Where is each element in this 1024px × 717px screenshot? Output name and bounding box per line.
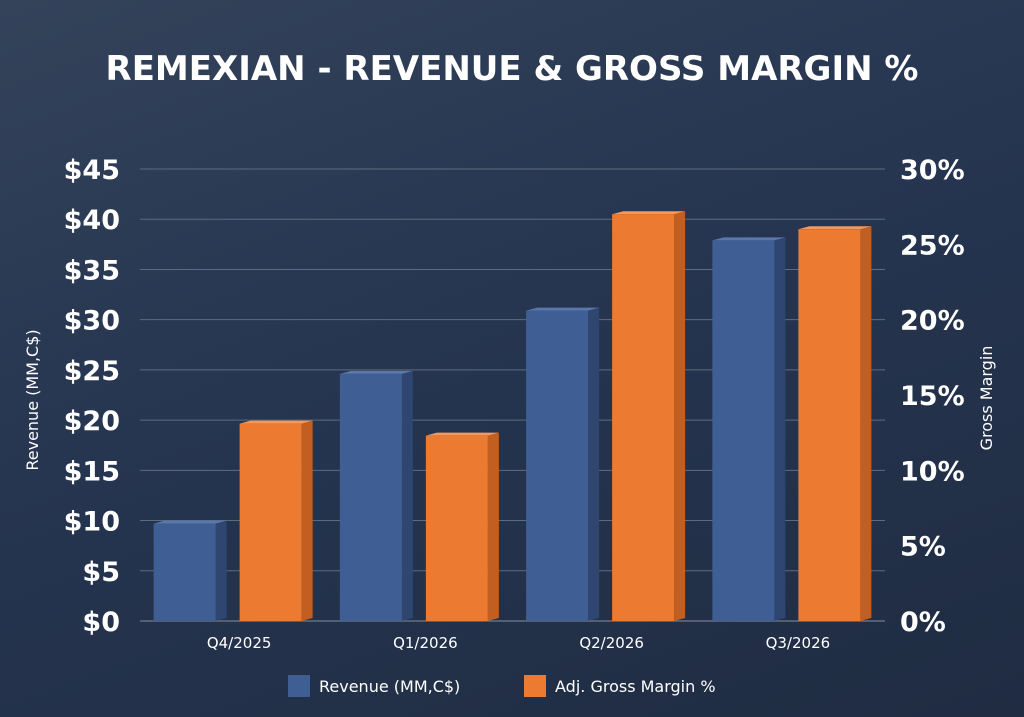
legend: Revenue (MM,C$) Adj. Gross Margin % bbox=[288, 675, 716, 697]
bar-front bbox=[239, 423, 302, 621]
left-tick-label: $5 bbox=[82, 557, 120, 588]
left-tick-label: $30 bbox=[64, 306, 120, 337]
legend-item-revenue[interactable]: Revenue (MM,C$) bbox=[288, 675, 460, 697]
legend-swatch-revenue bbox=[288, 675, 310, 697]
legend-swatch-gross-margin bbox=[524, 675, 546, 697]
bar-front bbox=[712, 240, 775, 621]
bar-front bbox=[425, 435, 488, 621]
bar-side bbox=[301, 420, 313, 621]
bar-revenue[interactable] bbox=[339, 370, 413, 621]
left-tick-label: $25 bbox=[64, 356, 120, 387]
bar-top bbox=[612, 211, 686, 215]
left-tick-label: $35 bbox=[64, 255, 120, 286]
bar-gross-margin[interactable] bbox=[798, 226, 872, 621]
bar-side bbox=[588, 307, 600, 621]
x-tick-label: Q3/2026 bbox=[766, 634, 831, 652]
right-tick-label: 15% bbox=[900, 381, 965, 412]
bar-top bbox=[712, 237, 786, 241]
left-tick-label: $10 bbox=[64, 507, 120, 538]
bar-front bbox=[612, 214, 675, 621]
bar-front bbox=[339, 373, 402, 621]
x-tick-label: Q1/2026 bbox=[393, 634, 458, 652]
x-tick-label: Q4/2025 bbox=[207, 634, 272, 652]
left-axis-ticks: $0 $5 $10 $15 $20 $25 $30 $35 $40 $45 bbox=[64, 155, 120, 638]
legend-label-revenue: Revenue (MM,C$) bbox=[319, 677, 460, 696]
x-axis-ticks: Q4/2025 Q1/2026 Q2/2026 Q3/2026 bbox=[207, 634, 830, 652]
left-tick-label: $0 bbox=[82, 607, 120, 638]
bar-front bbox=[153, 523, 216, 621]
chart-title: REMEXIAN - REVENUE & GROSS MARGIN % bbox=[106, 49, 919, 89]
right-tick-label: 5% bbox=[900, 532, 946, 563]
bar-side bbox=[215, 520, 227, 621]
right-tick-label: 0% bbox=[900, 607, 946, 638]
bar-side bbox=[487, 432, 499, 621]
x-tick-label: Q2/2026 bbox=[579, 634, 644, 652]
bar-top bbox=[526, 307, 600, 311]
bar-front bbox=[798, 229, 861, 621]
bar-side bbox=[674, 211, 686, 621]
right-axis-label: Gross Margin bbox=[977, 346, 996, 451]
left-tick-label: $20 bbox=[64, 406, 120, 437]
bar-gross-margin[interactable] bbox=[239, 420, 313, 621]
bar-side bbox=[774, 237, 786, 621]
bar-gross-margin[interactable] bbox=[425, 432, 499, 621]
left-tick-label: $15 bbox=[64, 456, 120, 487]
left-tick-label: $40 bbox=[64, 205, 120, 236]
right-axis-ticks: 0% 5% 10% 15% 20% 25% 30% bbox=[900, 155, 965, 638]
bar-top bbox=[239, 420, 313, 424]
bar-top bbox=[339, 370, 413, 374]
bar-revenue[interactable] bbox=[526, 307, 600, 621]
right-tick-label: 25% bbox=[900, 230, 965, 261]
legend-label-gross-margin: Adj. Gross Margin % bbox=[555, 677, 716, 696]
bar-gross-margin[interactable] bbox=[612, 211, 686, 621]
bar-top bbox=[798, 226, 872, 230]
left-axis-label: Revenue (MM,C$) bbox=[23, 329, 42, 470]
bar-top bbox=[153, 520, 227, 524]
bar-revenue[interactable] bbox=[712, 237, 786, 621]
bars bbox=[153, 211, 872, 621]
right-tick-label: 10% bbox=[900, 456, 965, 487]
right-tick-label: 30% bbox=[900, 155, 965, 186]
bar-top bbox=[425, 432, 499, 436]
bar-revenue[interactable] bbox=[153, 520, 227, 621]
left-tick-label: $45 bbox=[64, 155, 120, 186]
bar-side bbox=[401, 370, 413, 621]
bar-front bbox=[526, 310, 589, 621]
legend-item-gross-margin[interactable]: Adj. Gross Margin % bbox=[524, 675, 716, 697]
right-tick-label: 20% bbox=[900, 306, 965, 337]
bar-side bbox=[860, 226, 872, 621]
